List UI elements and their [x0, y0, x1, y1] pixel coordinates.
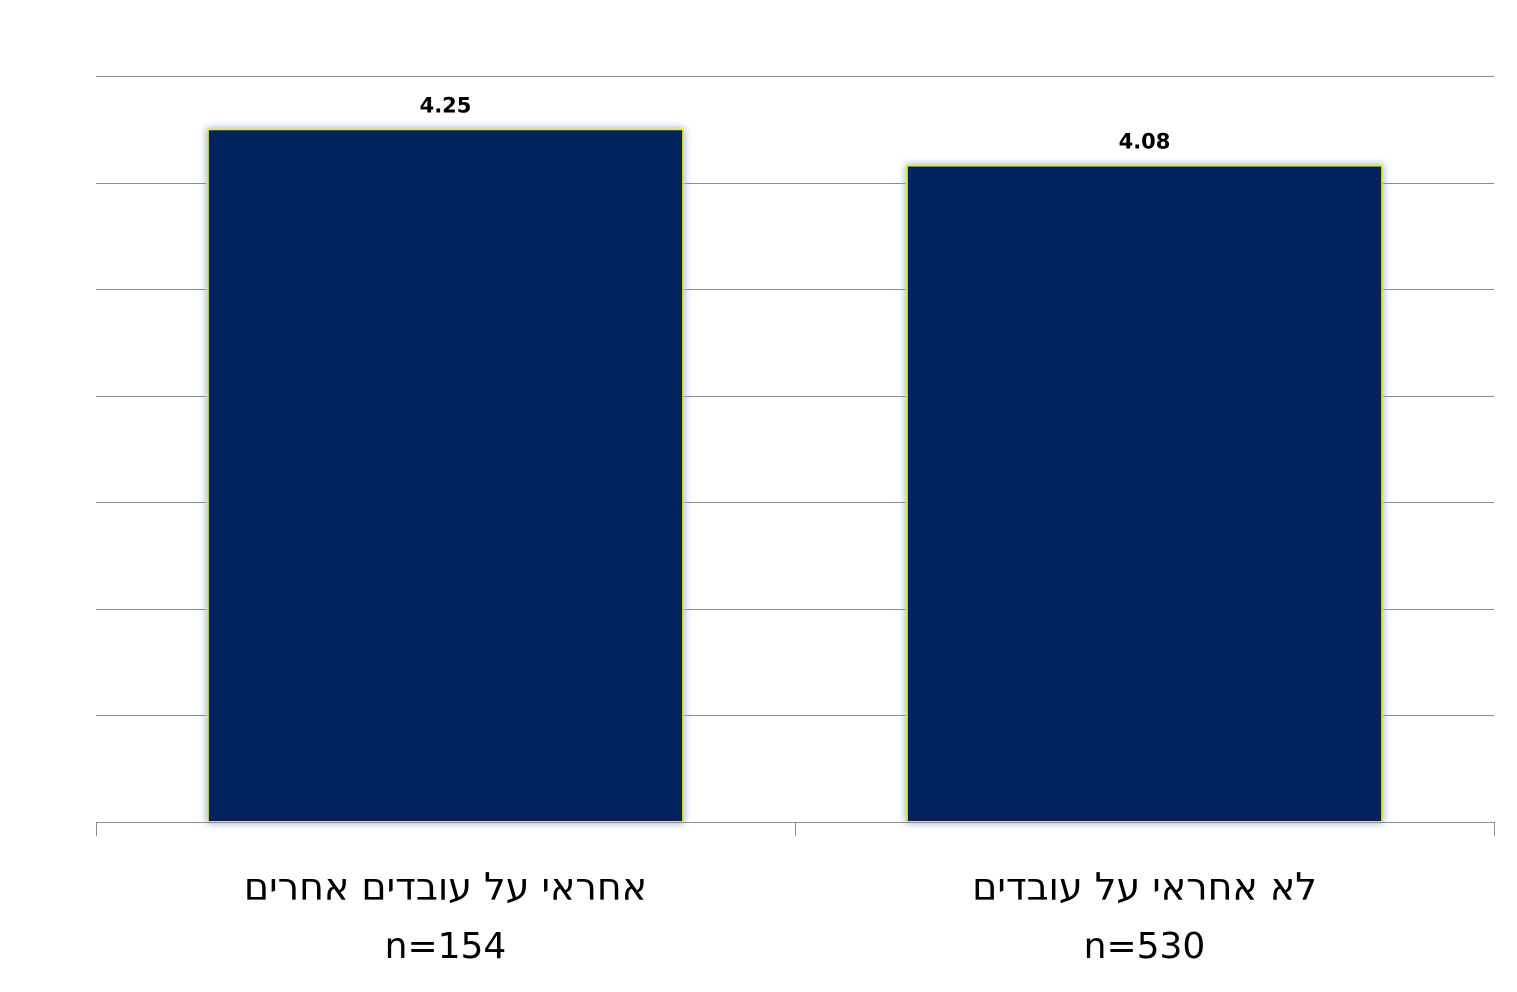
category-label-0: אחראי על עובדים אחרים — [244, 865, 647, 909]
data-label-1: 4.08 — [1119, 130, 1171, 154]
bars — [206, 128, 1384, 824]
category-sublabel-0: n=154 — [385, 926, 507, 967]
x-axis — [96, 822, 1495, 836]
category-sublabel-1: n=530 — [1084, 926, 1206, 967]
labels: 4.25 אחראי על עובדים אחרים n=154 4.08 לא אחר… — [244, 93, 1317, 967]
bar-1 — [905, 164, 1384, 823]
category-label-1: לא אחראי על עובדים — [972, 865, 1317, 909]
data-label-0: 4.25 — [420, 93, 472, 117]
bar-0 — [206, 128, 685, 824]
